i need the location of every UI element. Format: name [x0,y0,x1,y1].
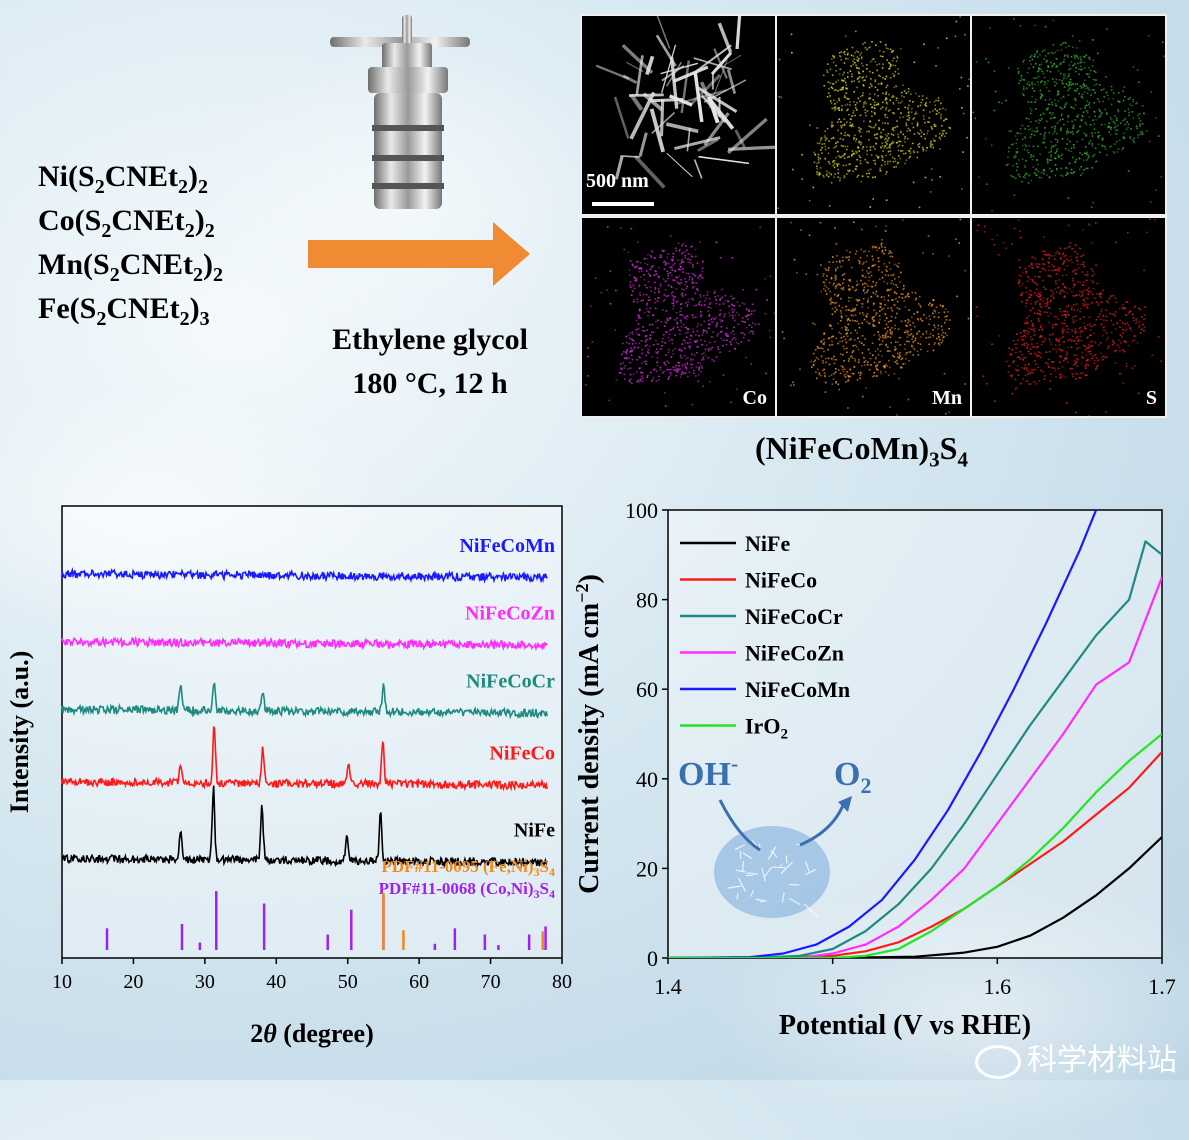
xrd-reference-label: PDF#11-0068 (Co,Ni)3S4 [379,879,555,901]
lsv-x-tick-label: 1.4 [654,974,682,999]
lsv-legend-label: NiFeCoMn [745,677,850,702]
lsv-y-tick-label: 60 [636,677,658,702]
weibo-icon [975,1045,1021,1079]
xrd-x-tick-label: 40 [266,971,286,993]
inset-reactant: OH- [678,751,738,793]
watermark: 科学材料站 [975,1035,1177,1079]
xrd-series-label: NiFeCoCr [466,670,555,692]
lsv-y-axis-label: Current density (mA cm−2) [572,574,605,894]
xrd-x-tick-label: 20 [123,971,143,993]
xrd-series-label: NiFe [514,820,555,842]
lsv-legend-label: NiFe [745,531,790,556]
catalyst-fiber [773,867,786,868]
xrd-x-tick-label: 60 [409,971,429,993]
xrd-x-tick-label: 70 [481,971,501,993]
lsv-y-tick-label: 80 [636,588,658,613]
xrd-x-tick-label: 30 [195,971,215,993]
lsv-x-tick-label: 1.7 [1148,974,1176,999]
xrd-y-axis-label: Intensity (a.u.) [5,651,34,814]
lsv-x-tick-label: 1.6 [984,974,1012,999]
xrd-series-label: NiFeCoZn [465,603,555,625]
lsv-legend-label: NiFeCo [745,568,817,593]
lsv-x-tick-label: 1.5 [819,974,847,999]
catalyst-fiber [737,893,738,899]
xrd-reference-label: PDF#11-0095 (Fe,Ni)3S4 [382,857,556,879]
xrd-series-label: NiFeCo [489,743,555,765]
xrd-x-tick-label: 10 [52,971,72,993]
lsv-y-tick-label: 40 [636,767,658,792]
lsv-legend-label: NiFeCoCr [745,604,843,629]
xrd-x-axis-label: 2θ (degree) [250,1019,373,1048]
lsv-y-tick-label: 20 [636,856,658,881]
xrd-x-tick-label: 50 [338,971,358,993]
lsv-y-tick-label: 0 [647,946,658,971]
lsv-legend-label: NiFeCoZn [745,641,844,666]
xrd-series-label: NiFeCoMn [459,535,555,557]
catalyst-fiber [743,861,744,871]
catalyst-fiber [740,851,741,859]
lsv-y-tick-label: 100 [625,498,658,523]
xrd-x-tick-label: 80 [552,971,572,993]
charts-layer: 10 20 30 40 50 60 70 80 2θ (degree) Intensity (a.… [0,0,1189,1080]
